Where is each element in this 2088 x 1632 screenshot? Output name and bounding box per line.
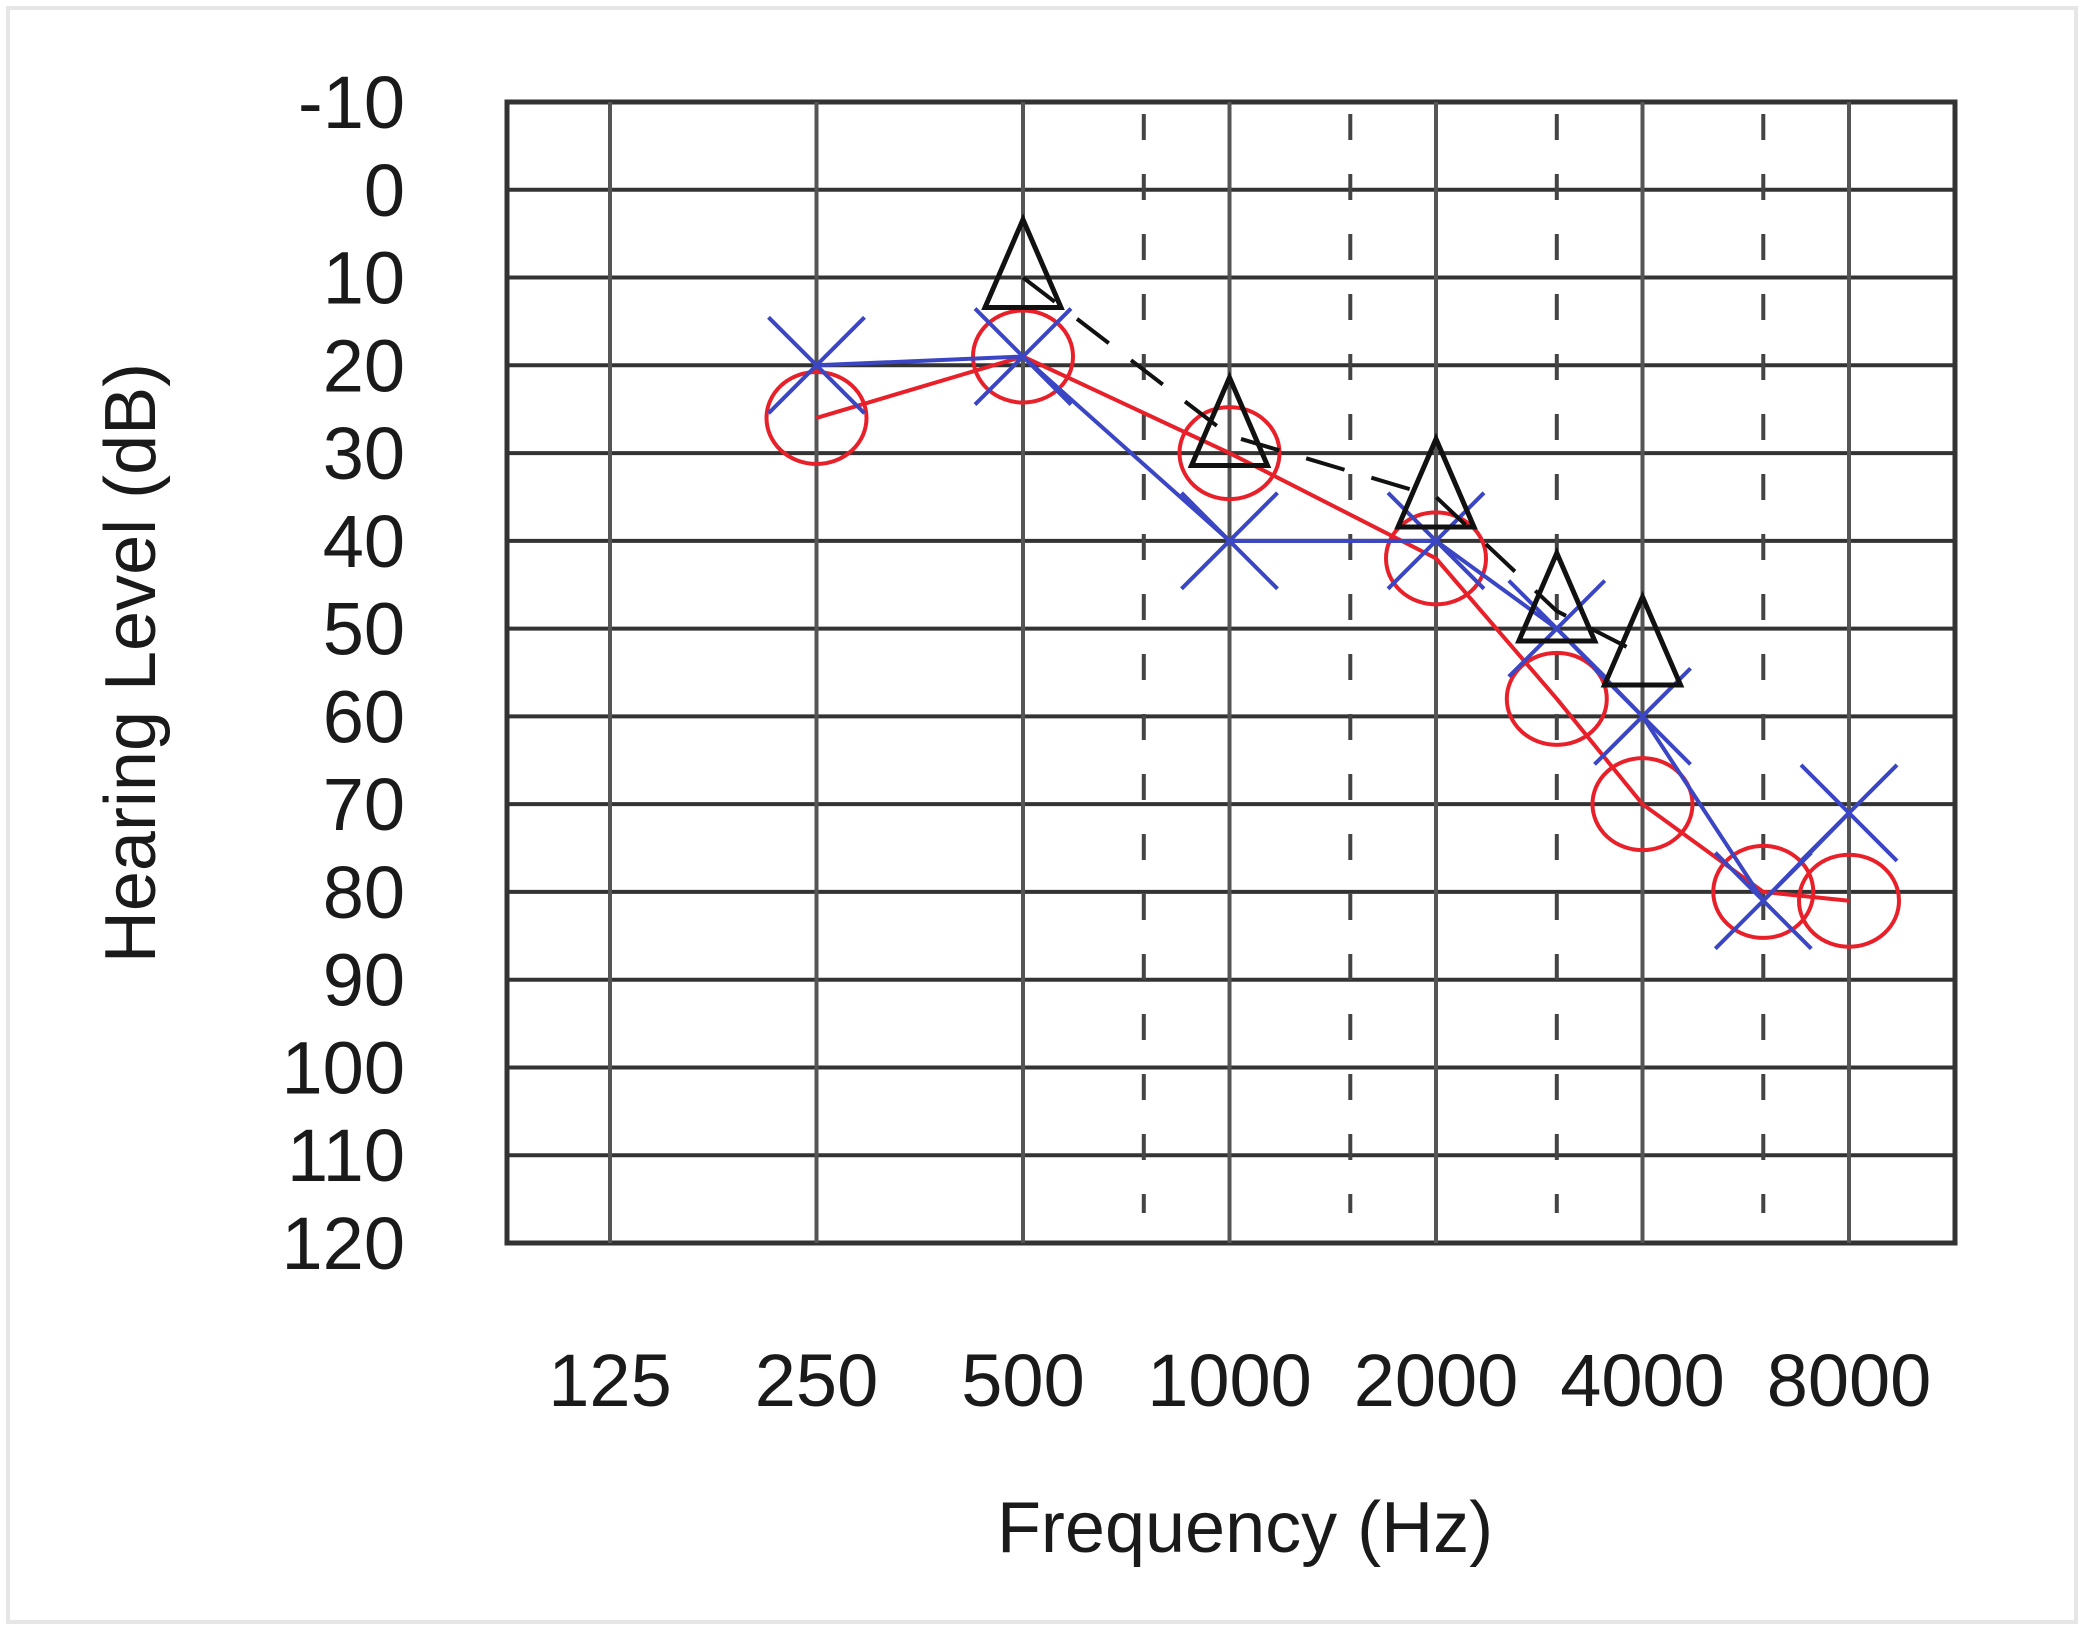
series-line: [816, 354, 1851, 904]
triangle-marker: [981, 213, 1065, 311]
y-tick-label: -10: [298, 61, 405, 144]
triangle-marker: [1514, 546, 1599, 644]
series-line: [815, 354, 1850, 903]
x-tick-label: 4000: [1560, 1339, 1725, 1422]
x-axis-label: Frequency (Hz): [997, 1488, 1493, 1568]
x-marker: [1180, 491, 1279, 591]
x-tick-label: 125: [548, 1339, 671, 1422]
series-line: [1021, 275, 1644, 657]
x-marker: [1507, 579, 1607, 679]
y-tick-label: 110: [287, 1114, 405, 1197]
x-axis-ticks: 125 250 500 1000 2000 4000 8000: [548, 1339, 1931, 1422]
circle-marker: [764, 369, 869, 466]
y-tick-label: 20: [323, 324, 405, 407]
y-tick-label: 0: [364, 149, 405, 232]
y-tick-label: 40: [323, 500, 405, 583]
y-tick-label: 80: [323, 851, 405, 934]
x-marker: [1799, 763, 1899, 863]
triangle-marker: [1187, 371, 1272, 469]
circle-marker: [1590, 756, 1695, 853]
circle-marker: [1797, 852, 1901, 949]
y-tick-label: 50: [323, 588, 405, 671]
triangle-marker: [1394, 432, 1478, 530]
circle-marker: [1711, 843, 1816, 940]
x-tick-label: 8000: [1767, 1339, 1932, 1422]
circle-marker: [971, 308, 1075, 405]
chart-grid: [504, 99, 1958, 1246]
triangle-marker: [1600, 590, 1685, 688]
chart-series: [764, 213, 1901, 951]
x-tick-label: 2000: [1354, 1339, 1519, 1422]
x-tick-label: 500: [961, 1339, 1084, 1422]
x-tick-label: 1000: [1147, 1339, 1312, 1422]
y-tick-label: 60: [323, 675, 405, 758]
y-tick-label: 70: [323, 763, 405, 846]
circle-marker: [1177, 405, 1282, 502]
x-tick-label: 250: [755, 1339, 878, 1422]
circle-marker: [1384, 510, 1488, 607]
y-tick-label: 10: [323, 237, 405, 320]
x-marker: [767, 315, 866, 415]
x-marker: [1713, 851, 1813, 951]
circle-marker: [1504, 650, 1609, 747]
y-axis-label: Hearing Level (dB): [91, 363, 171, 963]
y-tick-label: 120: [282, 1202, 405, 1285]
y-tick-label: 30: [323, 412, 405, 495]
y-tick-label: 90: [323, 939, 405, 1022]
y-tick-label: 100: [282, 1026, 405, 1109]
x-marker: [973, 307, 1073, 406]
